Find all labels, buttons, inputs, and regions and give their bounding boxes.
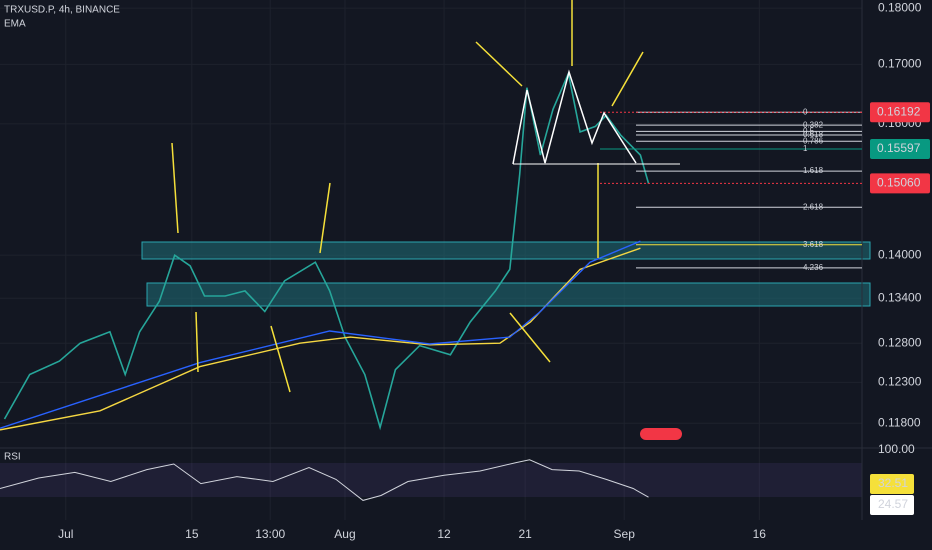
rsi-tick-label: 100.00 — [878, 442, 915, 456]
line — [0, 459, 649, 501]
pattern-line — [512, 69, 637, 165]
arrow — [195, 311, 199, 373]
y-tick-label: 0.12800 — [878, 335, 922, 349]
indicator: EMA — [4, 19, 26, 30]
fib-label: 1 — [803, 144, 808, 153]
rsi-badge-label: 32.51 — [878, 476, 908, 490]
price-badge — [870, 138, 930, 159]
arrow — [171, 142, 179, 234]
fib-label: 0.618 — [803, 130, 824, 139]
arrow — [319, 182, 331, 254]
arrow — [611, 51, 644, 107]
fib-label: 0.5 — [803, 126, 815, 135]
arrow — [509, 312, 551, 363]
x-tick-label: 16 — [753, 527, 767, 541]
price-badge — [870, 173, 930, 194]
fib-label: 2.618 — [803, 202, 824, 211]
price-badge-label: 0.16192 — [877, 104, 921, 118]
plot — [0, 70, 862, 501]
price-badge-label: 0.15060 — [877, 176, 921, 190]
fib-label: 0.786 — [803, 136, 824, 145]
x-tick-label: 13:00 — [255, 527, 285, 541]
fib-label: 0 — [803, 107, 808, 116]
x-tick-label: 15 — [185, 527, 199, 541]
price-badge — [870, 102, 930, 123]
fib-label: 4.236 — [803, 263, 824, 272]
y-tick-label: 0.17000 — [878, 57, 922, 71]
y-tick-label: 0.12300 — [878, 375, 922, 389]
fib-label: 3.618 — [803, 240, 824, 249]
fib-label: 1.618 — [803, 166, 824, 175]
grid — [0, 0, 862, 520]
price-badge-label: 0.15597 — [877, 141, 921, 155]
rsi-band — [0, 463, 862, 497]
x-tick-label: Aug — [334, 527, 355, 541]
y-tick-label: 0.13400 — [878, 290, 922, 304]
alert-icon — [640, 428, 682, 440]
x-tick-label: 12 — [437, 527, 451, 541]
zone — [141, 241, 871, 260]
rsi-badge — [870, 474, 914, 494]
pattern — [512, 69, 680, 165]
rsi-title: RSI — [4, 452, 21, 463]
line — [0, 240, 641, 429]
fib-label: 0.382 — [803, 120, 824, 129]
y-tick-label: 0.18000 — [878, 0, 922, 14]
alert-badge — [640, 428, 682, 440]
x-tick-label: Jul — [58, 527, 73, 541]
y-tick-label: 0.14000 — [878, 247, 922, 261]
line — [0, 247, 641, 431]
rsi-ma-badge — [870, 495, 914, 515]
x-tick-label: 21 — [518, 527, 532, 541]
arrow — [475, 41, 523, 87]
arrow — [270, 325, 291, 393]
rsi-ma-badge-label: 24.57 — [878, 497, 908, 511]
x-tick-label: Sep — [614, 527, 636, 541]
y-tick-label: 0.11800 — [878, 415, 921, 429]
symbol: TRXUSD.P, 4h, BINANCE — [4, 5, 120, 16]
annotations — [171, 0, 644, 393]
